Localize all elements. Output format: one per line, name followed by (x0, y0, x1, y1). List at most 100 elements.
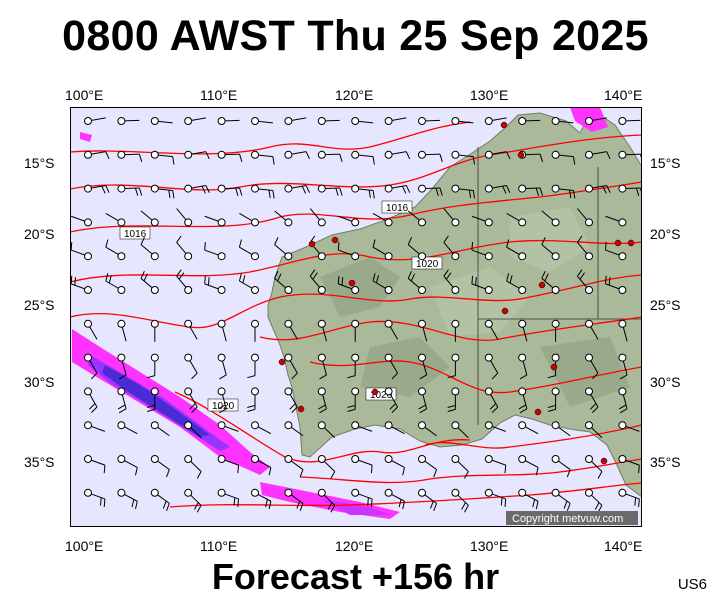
lon-label-bottom: 110°E (200, 538, 237, 554)
wind-barb-icon (418, 353, 428, 380)
wind-barb-icon (384, 421, 405, 435)
wind-barb-icon (105, 212, 126, 227)
wind-barb-icon (451, 421, 469, 439)
wind-barb-icon (384, 150, 411, 160)
wind-barb-icon (541, 270, 560, 294)
wind-barb-icon (451, 184, 476, 199)
lat-label-left: 25°S (24, 297, 55, 313)
wind-barb-icon (117, 387, 127, 414)
wind-barb-icon (471, 242, 493, 261)
wind-barb-icon (217, 353, 227, 380)
wind-barb-icon (551, 488, 571, 512)
wind-barb-icon (585, 150, 611, 160)
wind-barb-icon (284, 117, 307, 125)
wind-barb-icon (577, 269, 593, 294)
wind-barb-icon (284, 421, 304, 437)
wind-barb-icon (317, 353, 327, 380)
wind-barb-icon (238, 239, 259, 261)
wind-barb-icon (150, 488, 170, 512)
lon-label-top: 130°E (470, 87, 508, 103)
wind-barb-icon (577, 235, 593, 261)
wind-barb-icon (284, 319, 298, 340)
lat-label-left: 35°S (24, 454, 55, 470)
isobar-label: 1016 (124, 229, 147, 240)
wind-barb-icon (351, 117, 374, 125)
wind-barb-icon (585, 387, 599, 413)
wind-barb-icon (184, 150, 210, 160)
wind-barb-icon (351, 184, 375, 199)
wind-barb-icon (251, 117, 273, 125)
station-dot-icon (501, 307, 509, 315)
station-dot-icon (538, 281, 546, 289)
wind-barb-icon (84, 488, 106, 507)
wind-barb-icon (451, 488, 469, 513)
wind-barb-icon (176, 235, 193, 261)
wind-barb-icon (274, 270, 293, 294)
wind-barb-icon (372, 212, 393, 227)
station-dot-icon (348, 279, 356, 287)
wind-barb-icon (518, 455, 539, 476)
wind-barb-icon (140, 210, 159, 227)
station-dot-icon (278, 358, 286, 366)
lon-label-top: 140°E (604, 87, 642, 103)
wind-barb-icon (551, 421, 571, 437)
wind-barb-icon (70, 242, 92, 261)
lon-label-top: 120°E (335, 87, 373, 103)
wind-barb-icon (384, 353, 399, 380)
isobar-label: 1020 (416, 259, 439, 270)
wind-barb-icon (251, 184, 275, 199)
wind-barb-icon (184, 117, 207, 125)
station-dot-icon (534, 408, 542, 416)
wind-barb-icon (217, 319, 227, 342)
wind-barb-icon (117, 353, 127, 380)
station-dot-icon (614, 239, 622, 247)
isobars (70, 121, 642, 508)
forecast-label: Forecast +156 hr (211, 556, 500, 597)
wind-barb-icon (443, 235, 460, 261)
wind-barb-icon (309, 269, 326, 294)
wind-barb-icon (443, 208, 460, 227)
wind-barb-icon (518, 117, 541, 125)
wind-barb-icon (484, 387, 499, 413)
wind-barb-icon (604, 275, 627, 294)
station-dot-icon (627, 239, 635, 247)
wind-barb-icon (247, 353, 259, 379)
wind-barb-icon (585, 488, 603, 513)
wind-barb-icon (443, 269, 460, 294)
left-latitude-labels: 15°S 20°S 25°S 30°S 35°S (24, 155, 55, 470)
lon-label-bottom: 120°E (335, 538, 373, 554)
wind-barb-icon (551, 319, 560, 342)
top-longitude-labels: 100°E 110°E 120°E 130°E 140°E (65, 87, 642, 103)
wind-barb-icon (84, 184, 110, 194)
weather-map: 1016 1016 1020 1020 1020 Copyright metvu… (70, 107, 642, 527)
wind-barb-icon (451, 150, 476, 165)
isobar-label: 1020 (370, 390, 393, 401)
station-dot-icon (500, 121, 508, 129)
wind-barb-icon (84, 117, 106, 125)
wind-barb-icon (217, 387, 227, 414)
wind-barb-icon (117, 184, 143, 196)
lon-label-bottom: 130°E (470, 538, 508, 554)
station-dot-icon (297, 405, 305, 413)
station-dot-icon (600, 457, 608, 465)
wind-barb-icon (274, 210, 293, 227)
wind-barb-icon (551, 455, 571, 478)
map-frame (70, 107, 642, 527)
wind-barb-icon (418, 488, 438, 512)
wind-barb-icon (84, 455, 106, 474)
wind-barb-icon (506, 212, 527, 227)
wind-barb-icon (407, 237, 426, 261)
wind-barb-icon (217, 488, 240, 507)
wind-barb-icon (518, 319, 528, 342)
wind-barb-icon (585, 184, 611, 194)
wind-barb-icon (284, 387, 298, 413)
terrain-shading (320, 207, 630, 407)
wind-barb-icon (484, 488, 507, 507)
wind-barb-icon (418, 319, 428, 342)
wind-barb-icon (251, 488, 272, 510)
wind-barb-icon (309, 208, 326, 227)
wind-barb-icon (251, 455, 272, 476)
wind-barb-icon (618, 353, 628, 380)
wind-barb-icon (547, 387, 560, 412)
wind-barb-icon (484, 421, 506, 432)
